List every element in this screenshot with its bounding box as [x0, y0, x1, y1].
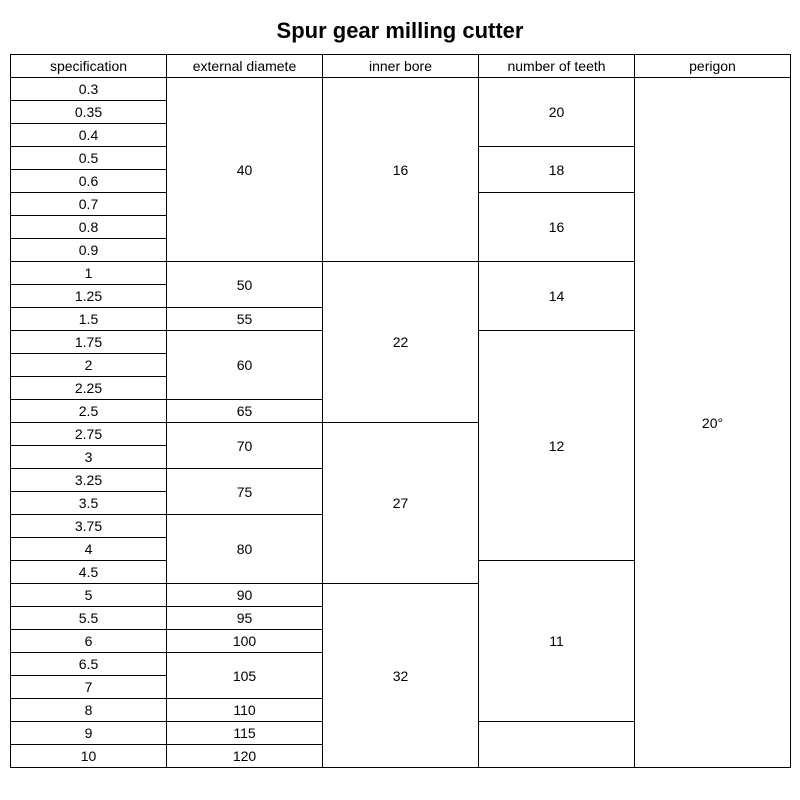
- spec-cell: 1: [11, 262, 167, 285]
- ext-cell: 75: [167, 469, 323, 515]
- teeth-cell: 12: [479, 331, 635, 561]
- header-perigon: perigon: [635, 55, 791, 78]
- spec-cell: 5: [11, 584, 167, 607]
- header-teeth: number of teeth: [479, 55, 635, 78]
- spec-cell: 1.25: [11, 285, 167, 308]
- gear-table: specification external diamete inner bor…: [10, 54, 791, 768]
- spec-cell: 9: [11, 722, 167, 745]
- spec-cell: 8: [11, 699, 167, 722]
- ext-cell: 115: [167, 722, 323, 745]
- ext-cell: 60: [167, 331, 323, 400]
- spec-cell: 10: [11, 745, 167, 768]
- spec-cell: 2: [11, 354, 167, 377]
- spec-cell: 1.5: [11, 308, 167, 331]
- ext-cell: 95: [167, 607, 323, 630]
- bore-cell: 22: [323, 262, 479, 423]
- ext-cell: 55: [167, 308, 323, 331]
- teeth-cell: 16: [479, 193, 635, 262]
- bore-cell: 16: [323, 78, 479, 262]
- teeth-cell: 20: [479, 78, 635, 147]
- page-title: Spur gear milling cutter: [10, 18, 790, 44]
- teeth-cell: 11: [479, 561, 635, 722]
- spec-cell: 0.6: [11, 170, 167, 193]
- spec-cell: 0.5: [11, 147, 167, 170]
- spec-cell: 3.5: [11, 492, 167, 515]
- table-row: 0.340162020°: [11, 78, 791, 101]
- spec-cell: 2.5: [11, 400, 167, 423]
- spec-cell: 0.35: [11, 101, 167, 124]
- table-body: 0.340162020°0.350.40.5180.60.7160.80.915…: [11, 78, 791, 768]
- spec-cell: 0.4: [11, 124, 167, 147]
- spec-cell: 3.75: [11, 515, 167, 538]
- spec-cell: 4.5: [11, 561, 167, 584]
- ext-cell: 70: [167, 423, 323, 469]
- header-spec: specification: [11, 55, 167, 78]
- spec-cell: 0.9: [11, 239, 167, 262]
- spec-cell: 0.7: [11, 193, 167, 216]
- teeth-cell: [479, 722, 635, 768]
- ext-cell: 100: [167, 630, 323, 653]
- ext-cell: 105: [167, 653, 323, 699]
- spec-cell: 1.75: [11, 331, 167, 354]
- teeth-cell: 18: [479, 147, 635, 193]
- table-header-row: specification external diamete inner bor…: [11, 55, 791, 78]
- spec-cell: 5.5: [11, 607, 167, 630]
- bore-cell: 32: [323, 584, 479, 768]
- spec-cell: 6.5: [11, 653, 167, 676]
- teeth-cell: 14: [479, 262, 635, 331]
- header-bore: inner bore: [323, 55, 479, 78]
- ext-cell: 40: [167, 78, 323, 262]
- spec-cell: 3: [11, 446, 167, 469]
- ext-cell: 120: [167, 745, 323, 768]
- spec-cell: 2.75: [11, 423, 167, 446]
- ext-cell: 110: [167, 699, 323, 722]
- spec-cell: 2.25: [11, 377, 167, 400]
- ext-cell: 65: [167, 400, 323, 423]
- spec-cell: 3.25: [11, 469, 167, 492]
- spec-cell: 4: [11, 538, 167, 561]
- bore-cell: 27: [323, 423, 479, 584]
- header-ext: external diamete: [167, 55, 323, 78]
- spec-cell: 6: [11, 630, 167, 653]
- perigon-cell: 20°: [635, 78, 791, 768]
- spec-cell: 0.3: [11, 78, 167, 101]
- ext-cell: 90: [167, 584, 323, 607]
- spec-cell: 7: [11, 676, 167, 699]
- spec-cell: 0.8: [11, 216, 167, 239]
- ext-cell: 80: [167, 515, 323, 584]
- ext-cell: 50: [167, 262, 323, 308]
